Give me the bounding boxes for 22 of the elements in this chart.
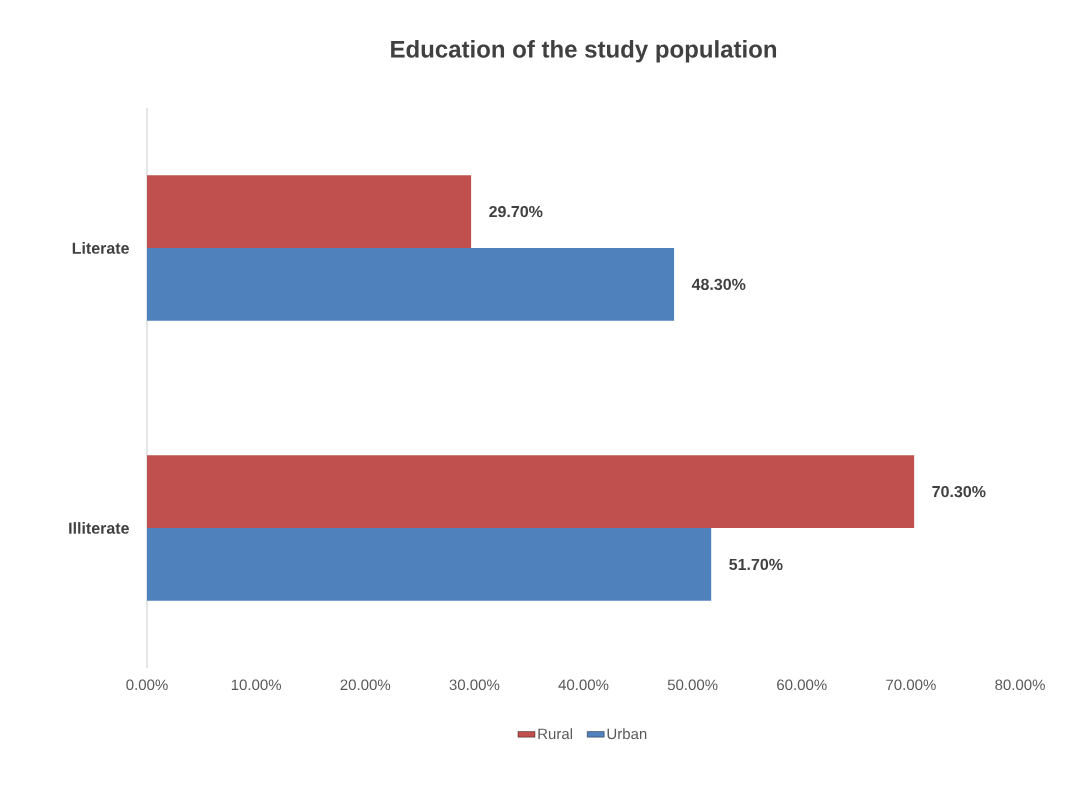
- x-tick-label: 40.00%: [558, 679, 609, 691]
- chart-title: Education of the study population: [391, 40, 777, 63]
- legend-label: Urban: [607, 728, 647, 740]
- bar: [147, 175, 472, 248]
- y-tick-label: Illiterate: [69, 522, 129, 534]
- data-label: 51.70%: [729, 558, 783, 571]
- x-tick-label: 80.00%: [995, 679, 1045, 691]
- x-tick-label: 50.00%: [667, 679, 718, 691]
- y-tick-label: Literate: [72, 242, 129, 254]
- x-tick-label: 10.00%: [231, 679, 282, 691]
- x-tick-label: 20.00%: [340, 679, 391, 691]
- bar: [147, 527, 712, 601]
- data-label: 29.70%: [489, 205, 543, 218]
- x-tick-label: 0.00%: [126, 679, 168, 691]
- bar: [147, 455, 915, 528]
- data-label: 70.30%: [932, 485, 986, 498]
- data-label: 48.30%: [691, 278, 746, 291]
- legend-label: Rural: [538, 728, 572, 740]
- x-tick-label: 60.00%: [777, 679, 827, 691]
- x-tick-label: 70.00%: [886, 679, 936, 691]
- bar: [147, 247, 675, 321]
- x-tick-label: 30.00%: [449, 679, 500, 691]
